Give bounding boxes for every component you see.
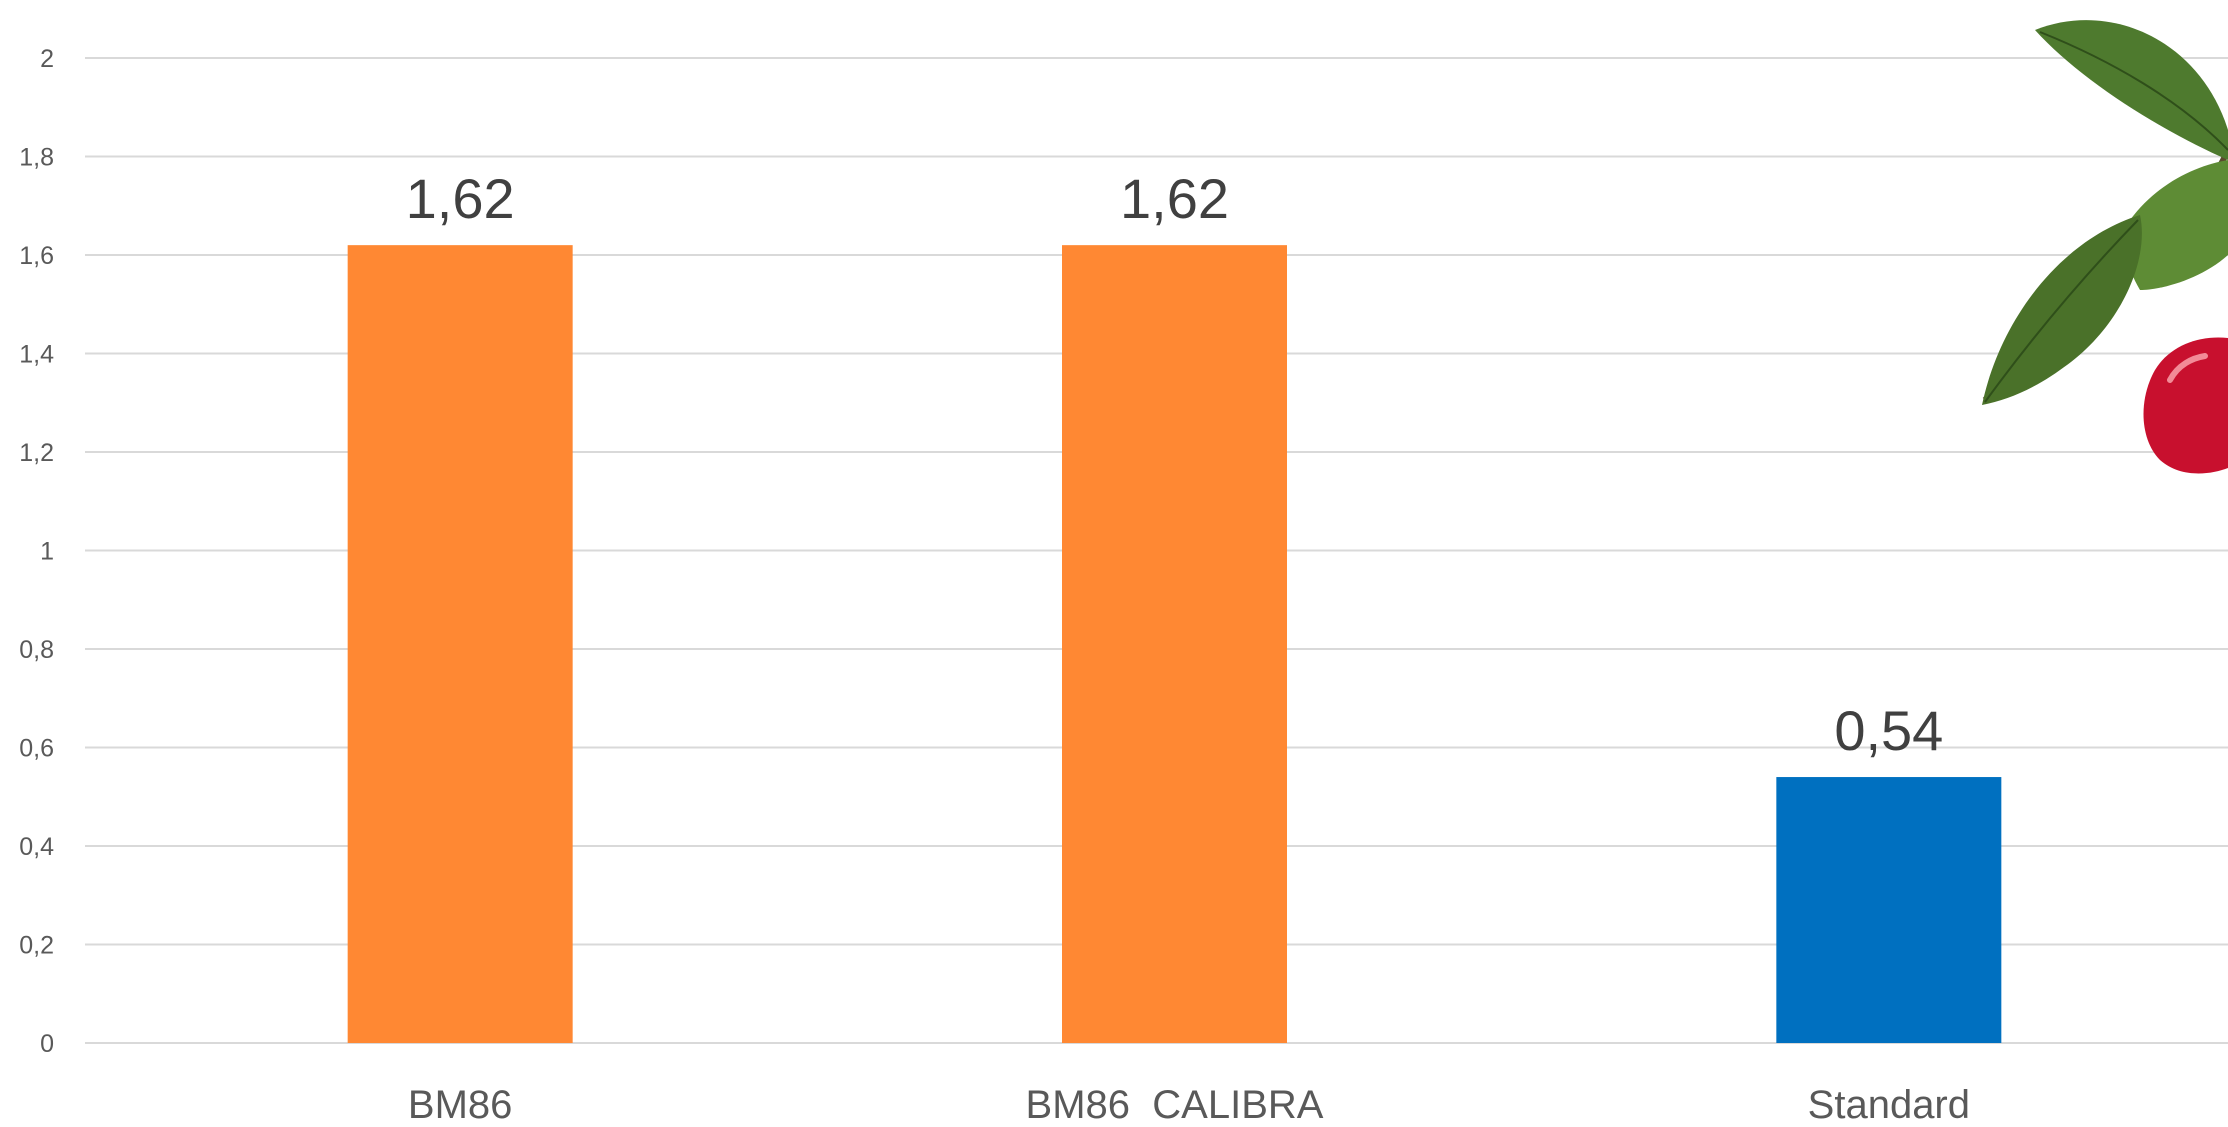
data-labels: 1,62 1,62 0,54	[406, 167, 1944, 762]
apple-icon	[2143, 337, 2228, 474]
y-tick-label: 1,2	[19, 439, 54, 467]
leaf-lower	[1982, 215, 2142, 405]
y-tick-label: 1	[40, 538, 54, 566]
bars	[347, 245, 2002, 1043]
y-tick-label: 2	[40, 45, 54, 73]
y-tick-label: 0,6	[19, 735, 54, 763]
bar	[1062, 245, 1287, 1043]
leaf-middle	[2125, 160, 2228, 290]
y-tick-label: 0,2	[19, 932, 54, 960]
y-tick-label: 1,4	[19, 341, 54, 369]
category-labels: BM86 BM86 CALIBRA Standard	[408, 1083, 1970, 1127]
y-tick-label: 1,8	[19, 144, 54, 172]
data-label: 1,62	[406, 167, 515, 230]
bar	[1776, 777, 2002, 1043]
apple-highlight	[2167, 353, 2208, 383]
leaf-top	[2035, 20, 2228, 161]
category-label: BM86 CALIBRA	[1026, 1083, 1324, 1127]
category-label: BM86	[408, 1083, 513, 1127]
y-tick-label: 0,8	[19, 636, 54, 664]
data-label: 0,54	[1834, 699, 1943, 762]
category-label: Standard	[1808, 1083, 1970, 1127]
leaf-lower-vein	[1984, 219, 2139, 403]
data-label: 1,62	[1120, 167, 1229, 230]
y-tick-label: 0	[40, 1030, 54, 1058]
bar	[347, 245, 573, 1043]
y-tick-label: 0,4	[19, 833, 54, 861]
leaf-top-vein	[2039, 31, 2228, 151]
apple-branch-icon	[1982, 20, 2228, 474]
y-tick-label: 1,6	[19, 242, 54, 270]
y-axis-ticks: 0 0,2 0,4 0,6 0,8 1 1,2 1,4 1,6 1,8 2	[19, 45, 54, 1058]
